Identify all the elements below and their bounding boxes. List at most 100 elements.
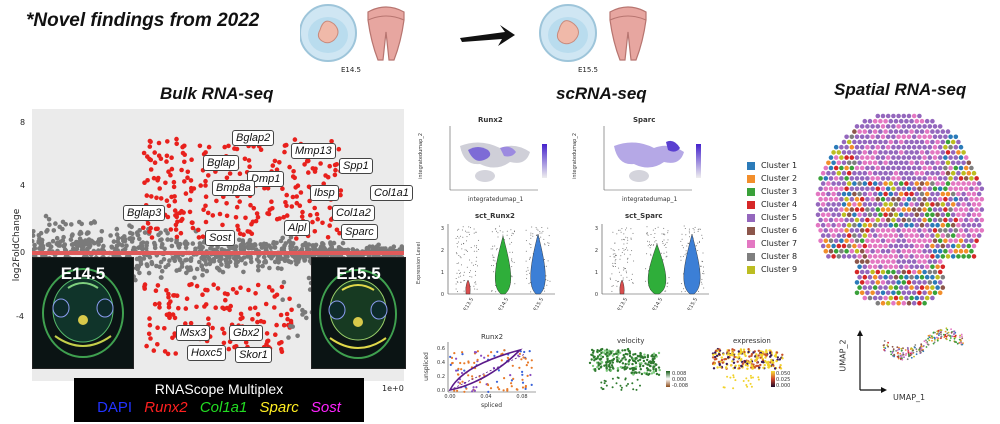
gray-point xyxy=(204,268,210,274)
cell-point xyxy=(718,363,721,367)
tissue-spot xyxy=(872,150,878,155)
cell-point xyxy=(451,361,454,365)
sig-point xyxy=(272,294,277,299)
tissue-spot xyxy=(945,254,951,259)
cell-point xyxy=(683,225,685,227)
cell-point xyxy=(910,356,913,359)
tissue-spot xyxy=(828,155,834,160)
tissue-spot xyxy=(893,191,899,197)
cell-point xyxy=(463,253,465,255)
cell-point xyxy=(933,341,936,344)
tissue-spot xyxy=(950,202,956,207)
tissue-spot xyxy=(943,248,948,254)
tissue-spot xyxy=(932,238,938,244)
tissue-spot xyxy=(859,155,865,160)
tissue-spot xyxy=(841,212,847,218)
sig-point xyxy=(147,229,152,234)
cell-point xyxy=(681,244,683,246)
tissue-spot xyxy=(862,129,868,134)
cell-point xyxy=(682,247,684,249)
tissue-spot xyxy=(940,264,946,270)
stage-label-right: E15.5 xyxy=(578,66,599,74)
cell-point xyxy=(483,374,486,377)
tissue-spot xyxy=(893,181,899,186)
tissue-spot xyxy=(859,165,865,171)
tissue-spot xyxy=(961,170,966,176)
tissue-spot xyxy=(885,207,891,212)
sig-point xyxy=(310,219,315,225)
tissue-spot xyxy=(865,238,870,244)
tissue-spot xyxy=(833,144,839,150)
cell-point xyxy=(518,366,521,369)
tissue-spot xyxy=(878,274,883,280)
phase-ylabel: unspliced xyxy=(422,352,430,381)
cell-point xyxy=(619,258,621,260)
tissue-spot xyxy=(865,290,870,296)
cell-point xyxy=(654,241,656,243)
cell-point xyxy=(518,352,521,355)
tissue-spot xyxy=(875,217,881,223)
cell-point xyxy=(526,361,530,364)
tissue-spot xyxy=(909,202,914,207)
sig-point xyxy=(265,186,271,191)
cell-point xyxy=(752,376,754,379)
tissue-spot xyxy=(932,207,938,212)
cell-point xyxy=(732,361,736,364)
cell-point xyxy=(460,257,462,259)
cell-point xyxy=(749,382,752,385)
cell-point xyxy=(608,359,611,363)
cell-point xyxy=(958,338,961,341)
tissue-spot xyxy=(906,207,912,212)
cell-point xyxy=(644,362,647,365)
cell-point xyxy=(640,362,643,365)
sig-point xyxy=(338,188,344,193)
tissue-spot xyxy=(878,212,883,218)
expression-scale-mid: 0.025 xyxy=(776,377,791,383)
gray-point xyxy=(218,256,223,262)
gray-point xyxy=(328,242,334,247)
gray-point xyxy=(85,230,90,235)
cell-point xyxy=(718,348,721,351)
tissue-spot xyxy=(950,150,956,155)
tissue-spot xyxy=(833,165,839,171)
tissue-spot xyxy=(844,248,849,254)
sig-point xyxy=(172,315,178,321)
tissue-spot xyxy=(833,238,839,244)
velocity-scale-mid: 0.000 xyxy=(672,377,687,383)
cell-point xyxy=(940,329,943,332)
sig-point xyxy=(337,230,342,236)
cell-point xyxy=(623,356,626,359)
tissue-spot xyxy=(854,176,860,181)
cell-point xyxy=(463,280,465,282)
ytick-4: 4 xyxy=(20,181,26,190)
tissue-spot xyxy=(846,170,852,176)
cell-point xyxy=(617,281,619,283)
tissue-spot xyxy=(833,196,839,202)
tissue-spot xyxy=(872,295,878,301)
tissue-spot xyxy=(875,280,881,285)
tissue-spot xyxy=(956,202,961,207)
sig-point xyxy=(183,306,189,311)
tissue-spot xyxy=(958,176,964,181)
cell-point xyxy=(896,346,899,349)
tissue-spot xyxy=(857,285,862,290)
cell-point xyxy=(932,342,935,345)
sig-point xyxy=(173,222,179,228)
tissue-spot xyxy=(919,254,925,259)
cell-point xyxy=(655,372,659,376)
tissue-spot xyxy=(943,207,948,212)
cell-point xyxy=(654,363,658,366)
tissue-spot xyxy=(875,144,881,150)
phase-portrait: 0.00 0.04 0.080.60.40.20.0 xyxy=(437,342,536,400)
sig-point xyxy=(292,137,298,142)
tissue-spot xyxy=(893,254,899,259)
sig-point xyxy=(237,199,242,204)
sig-point xyxy=(167,314,172,320)
tissue-spot xyxy=(979,228,985,233)
umap-runx2 xyxy=(449,126,547,191)
cell-point xyxy=(512,251,513,253)
cell-point xyxy=(613,250,615,252)
x-tick-label: 0.08 xyxy=(516,394,527,400)
cell-point xyxy=(457,291,458,293)
